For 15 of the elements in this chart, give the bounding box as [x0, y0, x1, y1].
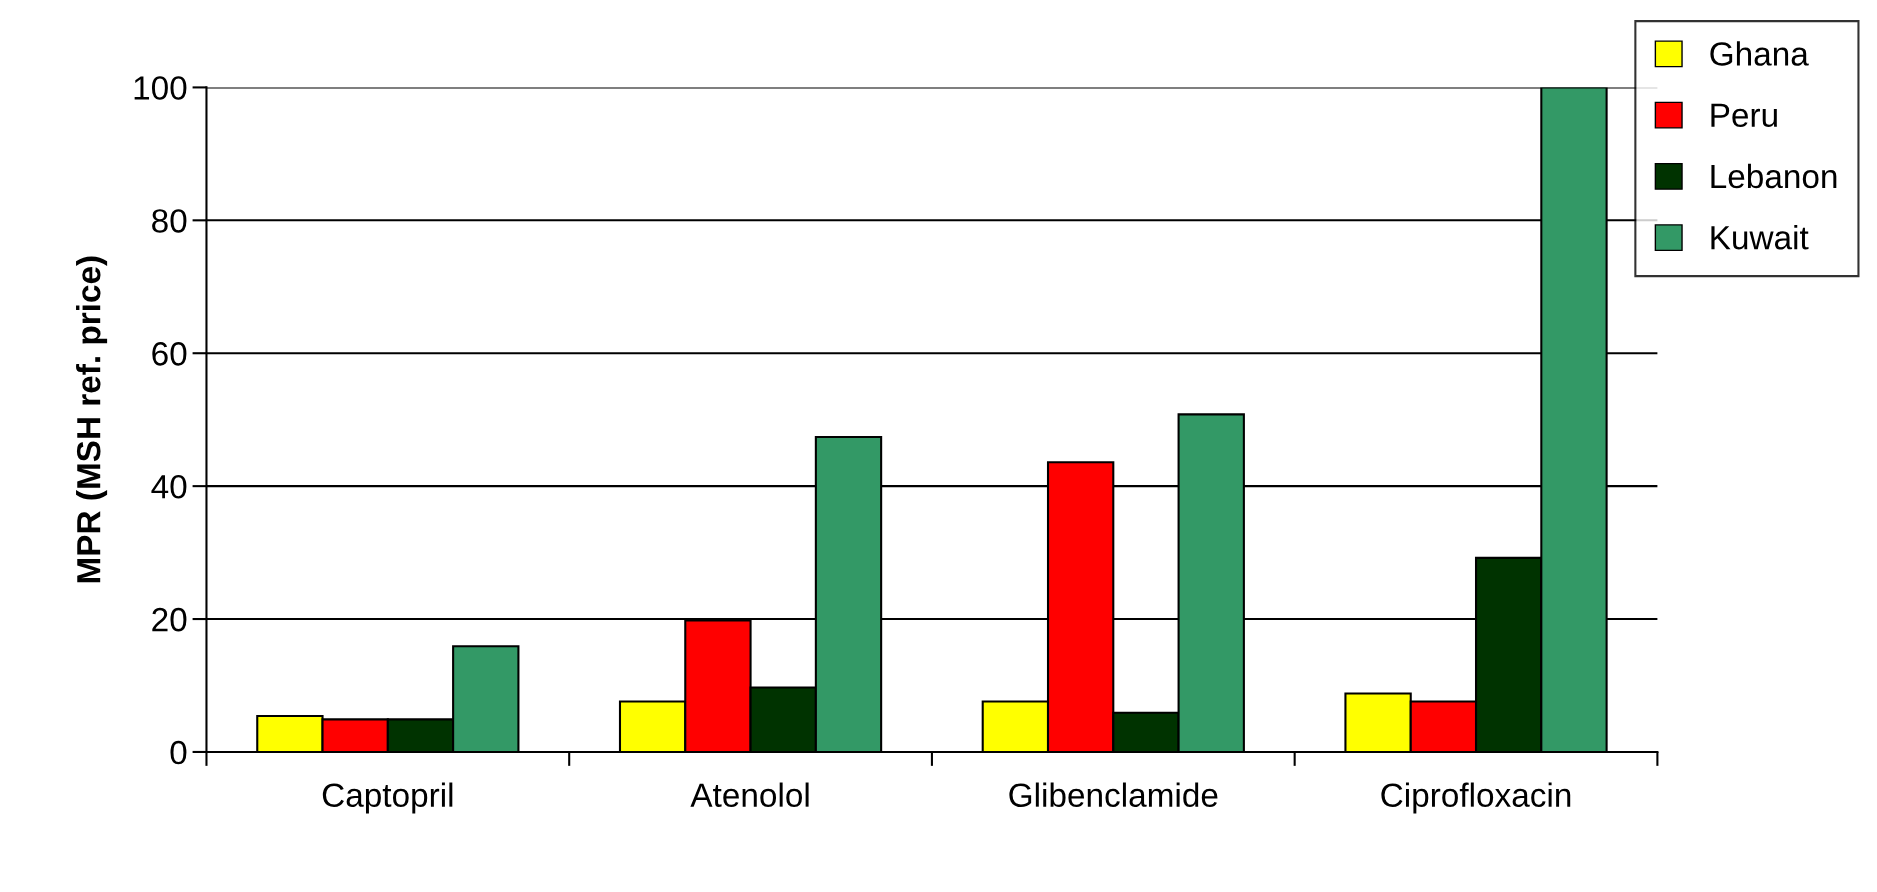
y-tick-label: 100: [134, 76, 187, 100]
y-tick-label: 40: [151, 474, 187, 499]
y-tick-label: 80: [152, 209, 187, 233]
y-tick-label: 20: [152, 607, 187, 632]
y-axis-title: MPR (MSH ref. price): [76, 256, 108, 583]
legend-label: Peru: [1711, 103, 1777, 128]
x-tick-label: Atenolol: [690, 782, 809, 807]
legend-label: Lebanon: [1711, 163, 1837, 189]
x-tick-label: Glibenclamide: [1009, 782, 1218, 807]
y-tick-label: 60: [152, 342, 187, 366]
x-tick-label: Ciprofloxacin: [1381, 782, 1571, 814]
x-tick-label: Captopril: [322, 782, 453, 814]
y-tick-label: 0: [170, 740, 187, 765]
legend-label: Ghana: [1710, 41, 1809, 66]
legend-label: Kuwait: [1711, 225, 1809, 250]
